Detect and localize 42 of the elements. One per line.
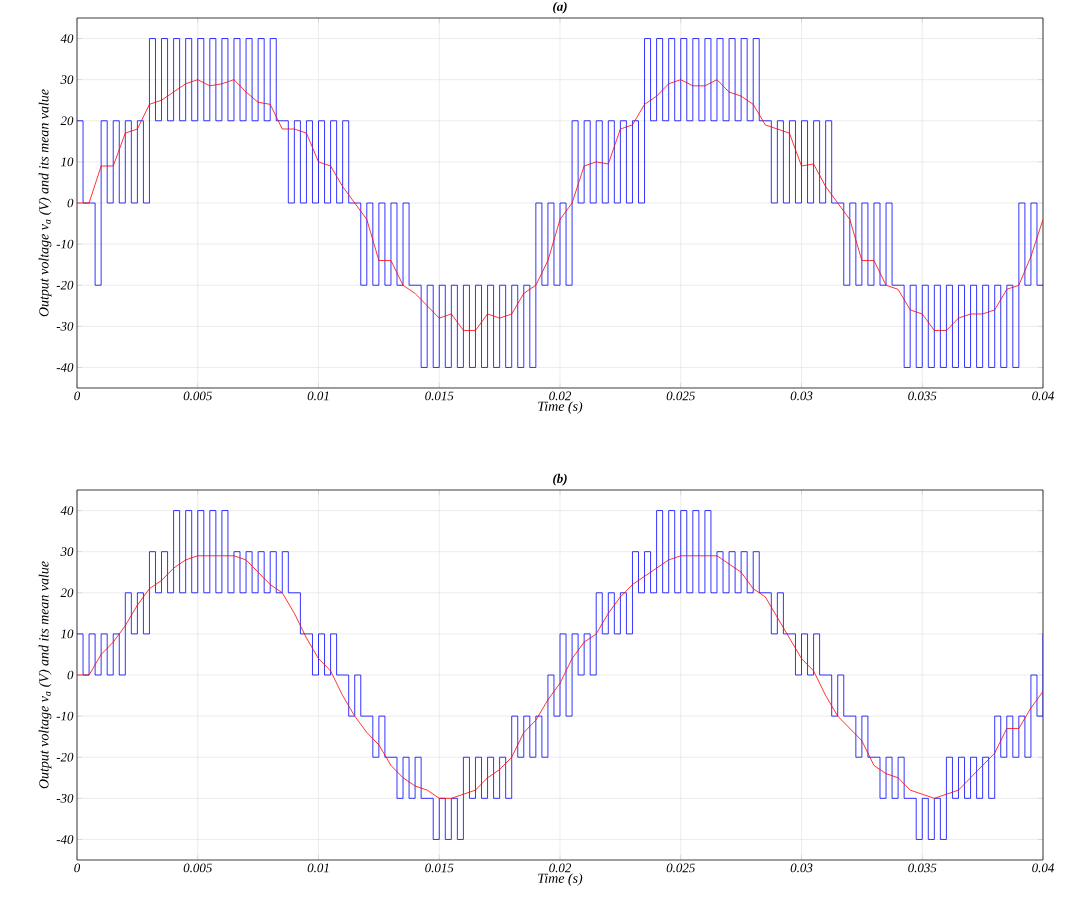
y-axis-title: Output voltage v$_{a}$ (V) and its mean value [38, 89, 52, 317]
x-tick-label: 0.01 [307, 863, 329, 873]
x-axis-title: Time (s) [538, 401, 583, 414]
y-tick-label: -10 [56, 239, 74, 249]
x-tick-label: 0.005 [183, 863, 212, 873]
x-tick-label: 0 [74, 863, 81, 873]
x-tick-label: 0.035 [908, 863, 937, 873]
x-tick-label: 0.04 [1032, 391, 1055, 401]
x-tick-label: 0.025 [666, 863, 695, 873]
y-tick-label: 30 [60, 75, 74, 85]
y-tick-label: 20 [60, 116, 74, 126]
x-tick-label: 0.03 [790, 863, 813, 873]
y-tick-label: 0 [67, 198, 74, 208]
x-tick-label: 0.04 [1032, 863, 1055, 873]
y-tick-label: -40 [56, 835, 74, 844]
y-tick-label: 10 [61, 157, 74, 167]
y-tick-label: 20 [60, 588, 74, 598]
y-tick-label: -20 [56, 280, 74, 290]
x-tick-label: 0.025 [666, 391, 695, 401]
y-tick-label: -40 [56, 363, 74, 372]
y-tick-label: 30 [60, 547, 74, 557]
y-tick-label: -20 [56, 752, 74, 762]
x-tick-label: 0.015 [425, 391, 454, 401]
chart-title: (b) [553, 473, 567, 486]
x-tick-label: 0.005 [183, 391, 212, 401]
x-tick-label: 0.02 [549, 863, 572, 873]
chart-title: (a) [553, 1, 567, 14]
y-tick-label: -10 [56, 711, 74, 721]
y-tick-label: -30 [56, 321, 74, 331]
y-tick-label: 10 [61, 629, 74, 639]
y-tick-label: 40 [60, 34, 74, 43]
x-tick-label: 0.01 [307, 391, 329, 401]
x-tick-label: 0.03 [790, 391, 813, 401]
y-tick-label: 40 [60, 506, 74, 515]
x-tick-label: 0 [74, 391, 81, 401]
x-tick-label: 0.02 [549, 391, 572, 401]
x-tick-label: 0.015 [425, 863, 454, 873]
y-axis-title: Output voltage v$_{a}$ (V) and its mean value [38, 561, 52, 789]
x-axis-title: Time (s) [538, 873, 583, 886]
y-tick-label: -30 [56, 793, 74, 803]
y-tick-label: 0 [67, 670, 74, 680]
x-tick-label: 0.035 [908, 391, 937, 401]
